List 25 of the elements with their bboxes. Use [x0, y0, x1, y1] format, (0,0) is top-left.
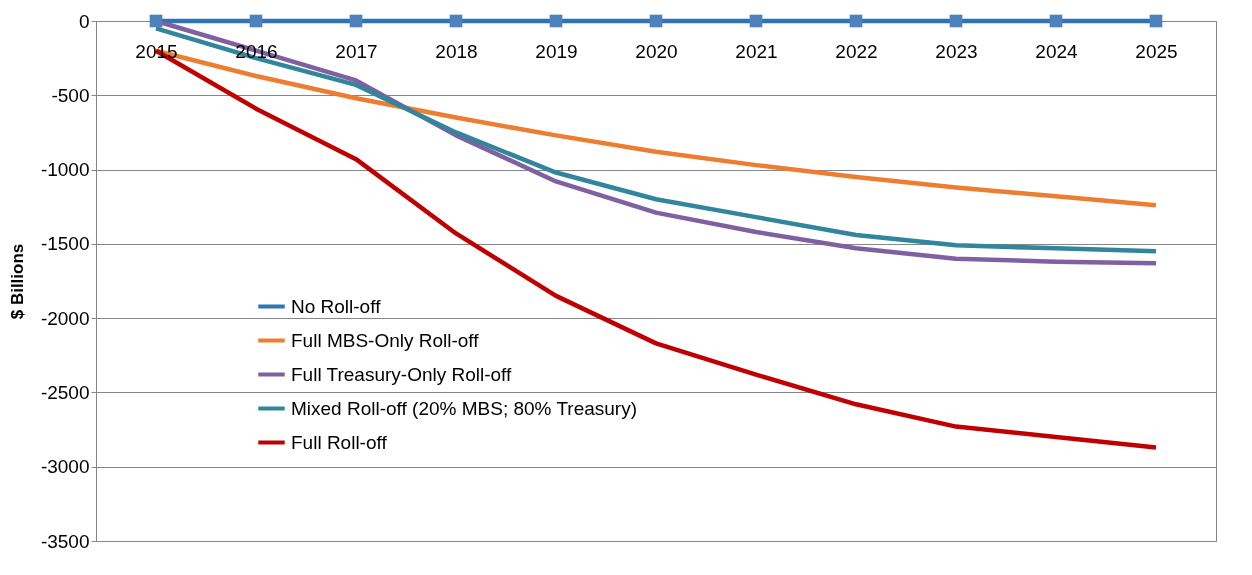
y-tick-label: -3000	[40, 456, 90, 478]
x-tick-label: 2024	[1035, 40, 1079, 62]
x-tick-label: 2025	[1135, 40, 1178, 62]
x-tick-label: 2021	[735, 40, 778, 62]
legend-label: Full Treasury-Only Roll-off	[291, 363, 513, 385]
legend-label: Full MBS-Only Roll-off	[291, 329, 480, 351]
legend-label: No Roll-off	[291, 295, 382, 317]
x-tick-label: 2018	[435, 40, 478, 62]
legend-label: Mixed Roll-off (20% MBS; 80% Treasury)	[291, 397, 637, 419]
y-tick-label: -1000	[40, 159, 90, 181]
x-tick-label: 2016	[235, 40, 278, 62]
y-tick-label: -2500	[40, 381, 90, 403]
x-tick-label: 2022	[835, 40, 878, 62]
legend-label: Full Roll-off	[291, 431, 388, 453]
x-tick-label: 2019	[535, 40, 578, 62]
y-tick-label: -500	[51, 84, 90, 106]
y-tick-label: -2000	[40, 307, 90, 329]
x-tick-label: 2020	[635, 40, 678, 62]
y-tick-label: -1500	[40, 233, 90, 255]
x-tick-label: 2023	[935, 40, 978, 62]
x-tick-label: 2015	[135, 40, 178, 62]
x-tick-label: 2017	[335, 40, 378, 62]
y-axis-title: $ Billions	[7, 243, 27, 320]
y-tick-label: 0	[78, 10, 90, 32]
y-tick-label: -3500	[40, 530, 90, 552]
